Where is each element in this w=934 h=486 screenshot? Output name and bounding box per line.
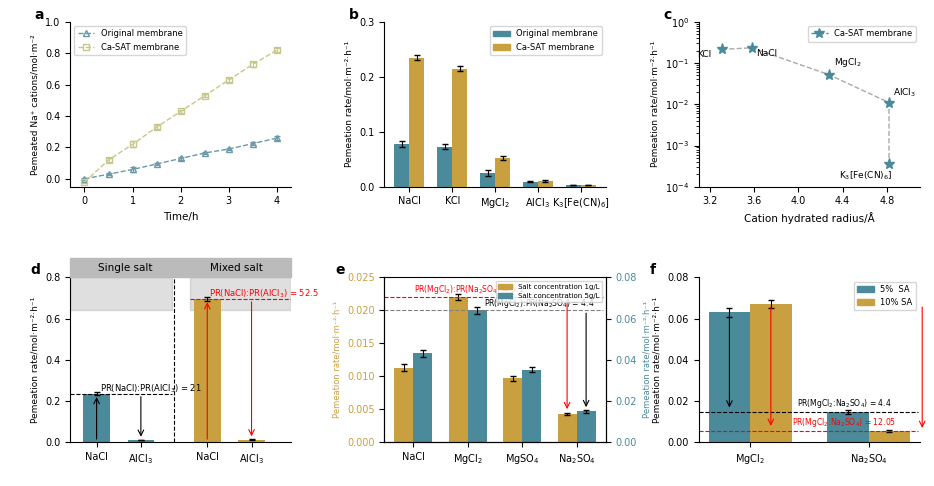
Y-axis label: Pemeated Na⁺ cations/mol·m⁻²: Pemeated Na⁺ cations/mol·m⁻² xyxy=(31,34,39,174)
Bar xyxy=(70,278,172,311)
Text: c: c xyxy=(663,8,672,21)
Bar xyxy=(437,147,452,187)
Bar xyxy=(538,181,553,187)
Text: PR(MgCl$_2$:Na$_2$SO$_4$) = 4.4: PR(MgCl$_2$:Na$_2$SO$_4$) = 4.4 xyxy=(798,397,892,410)
Bar xyxy=(750,304,792,442)
Bar xyxy=(83,394,110,442)
Text: PR(MgCl$_2$):PR(Na$_2$SO$_4$) = 4.4: PR(MgCl$_2$):PR(Na$_2$SO$_4$) = 4.4 xyxy=(484,297,595,311)
Bar xyxy=(503,378,522,442)
X-axis label: Cation hydrated radius/Å: Cation hydrated radius/Å xyxy=(744,212,874,224)
Y-axis label: Pemeation rate/mol·m⁻²·h⁻¹: Pemeation rate/mol·m⁻²·h⁻¹ xyxy=(653,297,662,423)
Bar xyxy=(480,173,495,187)
Y-axis label: Pemeation rate/mol·m⁻²·h⁻¹: Pemeation rate/mol·m⁻²·h⁻¹ xyxy=(345,41,354,167)
Y-axis label: Pemeation rate/mol·m⁻²·h⁻¹: Pemeation rate/mol·m⁻²·h⁻¹ xyxy=(643,301,652,418)
Bar xyxy=(449,297,468,442)
Text: PR(NaCl):PR(AlCl$_3$) = 52.5: PR(NaCl):PR(AlCl$_3$) = 52.5 xyxy=(209,288,319,300)
Bar xyxy=(190,278,291,311)
X-axis label: Time/h: Time/h xyxy=(163,212,198,222)
Y-axis label: Pemeation rate/mol·m⁻²·h⁻¹: Pemeation rate/mol·m⁻²·h⁻¹ xyxy=(333,301,341,418)
Text: PR(MgCl$_2$):PR(Na$_2$SO$_4$) = 5.1: PR(MgCl$_2$):PR(Na$_2$SO$_4$) = 5.1 xyxy=(414,283,524,296)
Bar xyxy=(414,353,432,442)
Text: f: f xyxy=(650,263,656,277)
Bar xyxy=(566,185,581,187)
Text: Single salt: Single salt xyxy=(98,262,152,273)
Bar xyxy=(394,368,414,442)
Text: a: a xyxy=(35,8,44,21)
Bar xyxy=(558,414,576,442)
Bar xyxy=(869,431,910,442)
Legend: Original membrane, Ca-SAT membrane: Original membrane, Ca-SAT membrane xyxy=(74,26,186,55)
Legend: Ca-SAT membrane: Ca-SAT membrane xyxy=(808,26,916,42)
Text: K$_3$[Fe(CN)$_6$]: K$_3$[Fe(CN)$_6$] xyxy=(840,170,893,182)
Text: PR(MgCl$_2$:Na$_2$SO$_4$) = 12.05: PR(MgCl$_2$:Na$_2$SO$_4$) = 12.05 xyxy=(792,416,896,429)
Text: Mixed salt: Mixed salt xyxy=(209,262,262,273)
Bar xyxy=(238,439,265,442)
Bar xyxy=(394,144,409,187)
Legend: 5%  SA, 10% SA: 5% SA, 10% SA xyxy=(854,281,916,311)
Bar xyxy=(194,299,220,442)
Text: MgCl$_2$: MgCl$_2$ xyxy=(834,56,861,69)
Text: e: e xyxy=(335,263,346,277)
Text: NaCl: NaCl xyxy=(757,49,777,57)
Bar xyxy=(70,258,291,278)
Text: PR(NaCl):PR(AlCl$_3$) = 21: PR(NaCl):PR(AlCl$_3$) = 21 xyxy=(100,383,202,395)
Bar xyxy=(409,57,424,187)
Legend: Original membrane, Ca-SAT membrane: Original membrane, Ca-SAT membrane xyxy=(489,26,601,55)
Bar xyxy=(128,440,154,442)
Y-axis label: Pemeation rate/mol·m⁻²·h⁻¹: Pemeation rate/mol·m⁻²·h⁻¹ xyxy=(31,297,39,423)
Bar xyxy=(468,311,487,442)
Y-axis label: Pemeation rate/mol·m⁻²·h⁻¹: Pemeation rate/mol·m⁻²·h⁻¹ xyxy=(650,41,659,167)
Bar xyxy=(581,185,596,187)
Bar xyxy=(828,413,869,442)
Bar xyxy=(709,312,750,442)
Text: b: b xyxy=(349,8,359,21)
Text: KCl: KCl xyxy=(698,50,712,59)
Bar xyxy=(576,411,596,442)
Bar xyxy=(523,182,538,187)
Legend: Salt concentration 1g/L, Salt concentration 5g/L: Salt concentration 1g/L, Salt concentrat… xyxy=(496,281,602,302)
Bar xyxy=(495,158,510,187)
Bar xyxy=(522,370,541,442)
Bar xyxy=(452,69,467,187)
Text: d: d xyxy=(30,263,40,277)
Text: AlCl$_3$: AlCl$_3$ xyxy=(894,87,916,99)
